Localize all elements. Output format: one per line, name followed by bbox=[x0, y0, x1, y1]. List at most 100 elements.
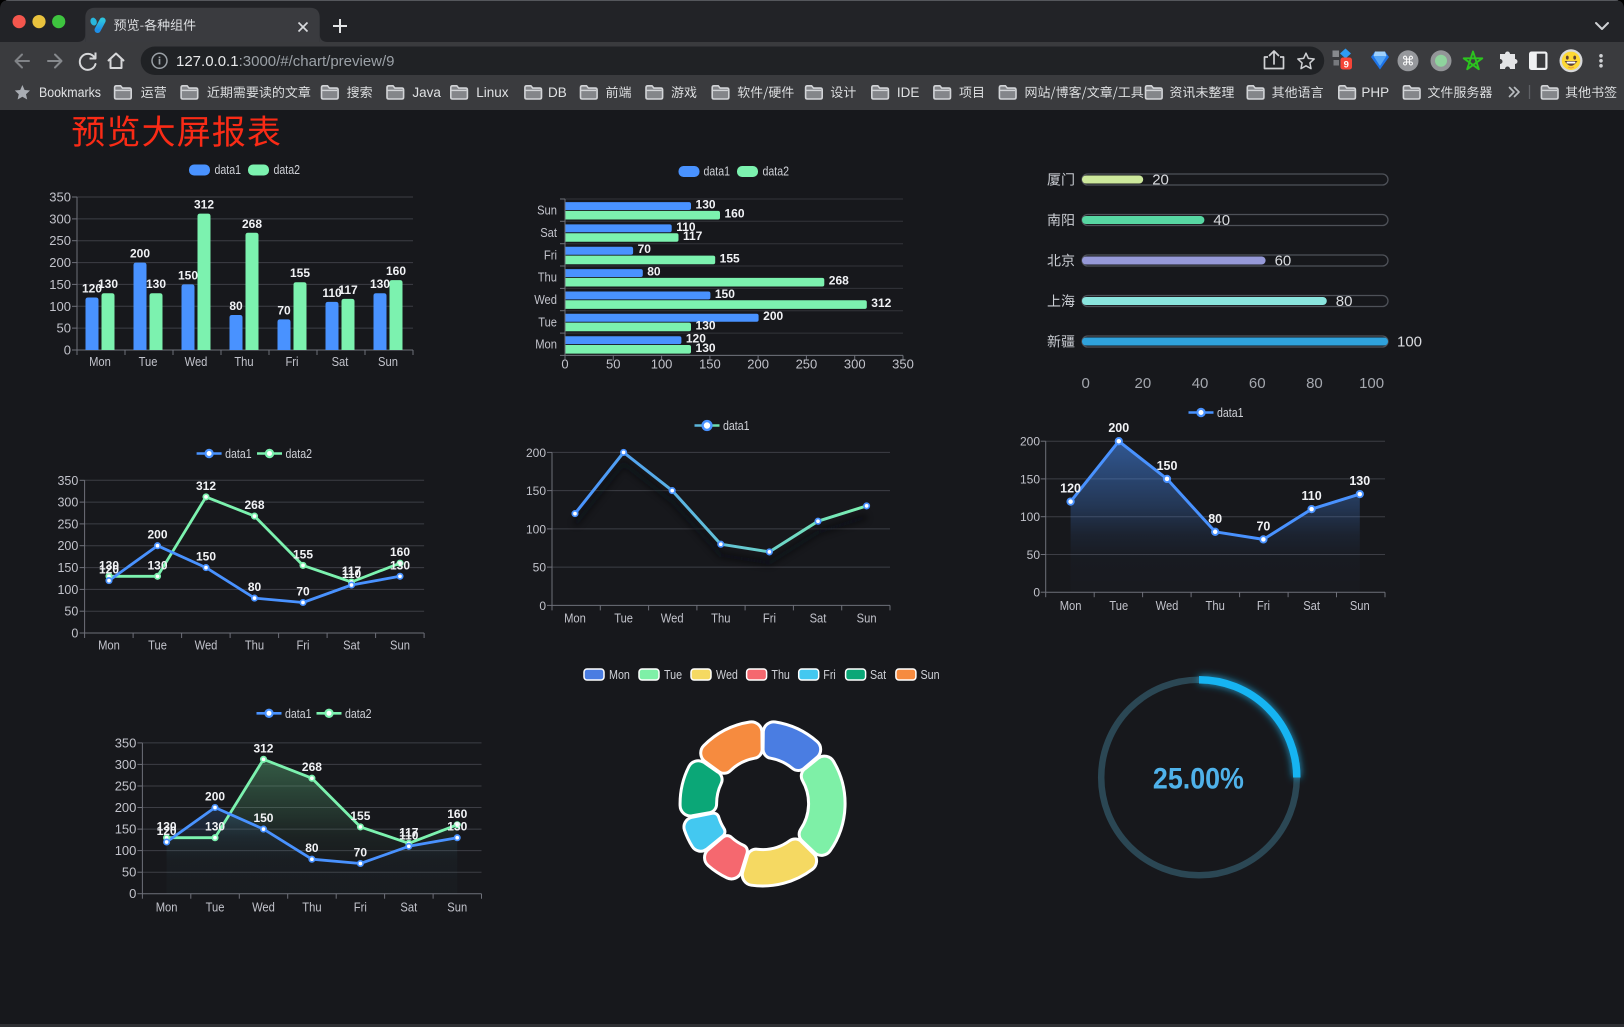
svg-text:350: 350 bbox=[892, 357, 914, 372]
svg-text:130: 130 bbox=[447, 820, 467, 834]
svg-text:Sat: Sat bbox=[343, 638, 360, 653]
svg-text:120: 120 bbox=[1060, 482, 1081, 496]
svg-text:Wed: Wed bbox=[252, 900, 275, 915]
svg-text:⌘: ⌘ bbox=[1402, 53, 1415, 68]
svg-text:117: 117 bbox=[342, 564, 362, 578]
svg-text:Sun: Sun bbox=[1350, 598, 1370, 613]
svg-text:data1: data1 bbox=[1217, 406, 1244, 420]
svg-text:268: 268 bbox=[244, 498, 264, 512]
svg-text:Tue: Tue bbox=[139, 354, 158, 369]
svg-text:data2: data2 bbox=[763, 165, 790, 179]
svg-text:130: 130 bbox=[696, 198, 716, 212]
svg-text:300: 300 bbox=[57, 496, 78, 510]
svg-text:160: 160 bbox=[447, 807, 467, 821]
svg-text:80: 80 bbox=[248, 580, 262, 594]
svg-text:25.00%: 25.00% bbox=[1153, 762, 1244, 795]
svg-text:data2: data2 bbox=[274, 163, 301, 177]
svg-text:Mon: Mon bbox=[156, 900, 178, 915]
svg-text:200: 200 bbox=[205, 790, 225, 804]
svg-text:70: 70 bbox=[354, 846, 368, 860]
svg-text:155: 155 bbox=[720, 251, 740, 265]
svg-text:350: 350 bbox=[49, 190, 71, 205]
svg-text:0: 0 bbox=[1033, 586, 1040, 600]
svg-text:250: 250 bbox=[796, 357, 818, 372]
svg-text:0: 0 bbox=[129, 886, 136, 901]
svg-text:80: 80 bbox=[1208, 512, 1222, 526]
svg-text:Thu: Thu bbox=[711, 611, 730, 626]
svg-text:80: 80 bbox=[229, 299, 243, 313]
svg-text:Thu: Thu bbox=[245, 638, 264, 653]
svg-text:Linux: Linux bbox=[476, 85, 509, 100]
svg-text:312: 312 bbox=[194, 198, 214, 212]
svg-text:70: 70 bbox=[638, 242, 652, 256]
svg-text:70: 70 bbox=[296, 584, 310, 598]
svg-text:268: 268 bbox=[302, 760, 322, 774]
svg-text:Thu: Thu bbox=[1206, 598, 1225, 613]
svg-text:Thu: Thu bbox=[538, 270, 557, 285]
svg-text:200: 200 bbox=[1020, 435, 1040, 449]
svg-text:150: 150 bbox=[49, 277, 71, 292]
svg-text:80: 80 bbox=[305, 841, 319, 855]
svg-text:200: 200 bbox=[49, 255, 71, 270]
svg-text:Fri: Fri bbox=[823, 668, 836, 682]
svg-text:DB: DB bbox=[548, 85, 567, 100]
svg-text:Fri: Fri bbox=[285, 354, 298, 369]
svg-text:130: 130 bbox=[390, 558, 410, 572]
svg-text:130: 130 bbox=[1349, 474, 1370, 488]
svg-text:Wed: Wed bbox=[534, 292, 557, 307]
svg-text:150: 150 bbox=[699, 357, 721, 372]
svg-text:150: 150 bbox=[115, 822, 137, 837]
svg-text:Tue: Tue bbox=[664, 668, 682, 682]
svg-text:Sat: Sat bbox=[810, 611, 827, 626]
svg-text:100: 100 bbox=[1020, 510, 1040, 524]
svg-text:data2: data2 bbox=[345, 707, 372, 721]
svg-text:268: 268 bbox=[829, 274, 849, 288]
svg-text:150: 150 bbox=[1157, 459, 1178, 473]
svg-text:Fri: Fri bbox=[544, 247, 557, 262]
svg-text:117: 117 bbox=[399, 825, 419, 839]
svg-text:Mon: Mon bbox=[609, 668, 630, 682]
svg-text:100: 100 bbox=[57, 583, 78, 597]
svg-text:50: 50 bbox=[533, 561, 547, 575]
svg-text:Sun: Sun bbox=[857, 611, 877, 626]
svg-text:Tue: Tue bbox=[538, 314, 557, 329]
svg-text:40: 40 bbox=[1192, 375, 1209, 392]
svg-text:127.0.0.1: 127.0.0.1 bbox=[176, 53, 239, 70]
svg-text:9: 9 bbox=[1344, 59, 1349, 70]
svg-text:300: 300 bbox=[49, 211, 71, 226]
svg-text:150: 150 bbox=[715, 287, 735, 301]
svg-text:200: 200 bbox=[147, 528, 167, 542]
svg-text:200: 200 bbox=[57, 539, 78, 553]
svg-text:Fri: Fri bbox=[354, 900, 367, 915]
svg-text:200: 200 bbox=[526, 446, 546, 460]
svg-text:350: 350 bbox=[115, 735, 137, 750]
svg-text:IDE: IDE bbox=[897, 85, 920, 100]
svg-text:80: 80 bbox=[1306, 375, 1323, 392]
svg-text:Java: Java bbox=[412, 85, 441, 100]
svg-text:100: 100 bbox=[1397, 334, 1422, 351]
svg-text:Wed: Wed bbox=[195, 638, 218, 653]
svg-text:110: 110 bbox=[399, 828, 419, 842]
svg-text:155: 155 bbox=[293, 547, 313, 561]
svg-text::3000/#/chart/preview/9: :3000/#/chart/preview/9 bbox=[239, 53, 395, 70]
svg-text:60: 60 bbox=[1249, 375, 1266, 392]
svg-text:Mon: Mon bbox=[535, 337, 557, 352]
svg-text:110: 110 bbox=[1302, 489, 1322, 503]
svg-text:200: 200 bbox=[1108, 421, 1129, 435]
svg-text:20: 20 bbox=[1152, 172, 1169, 189]
svg-text:312: 312 bbox=[871, 296, 891, 310]
svg-text:130: 130 bbox=[146, 277, 166, 291]
svg-text:130: 130 bbox=[99, 558, 119, 572]
svg-text:200: 200 bbox=[115, 800, 137, 815]
svg-text:130: 130 bbox=[157, 820, 177, 834]
svg-text:Wed: Wed bbox=[1156, 598, 1179, 613]
svg-text:data2: data2 bbox=[286, 447, 313, 461]
svg-text:Sat: Sat bbox=[400, 900, 417, 915]
svg-text:0: 0 bbox=[561, 357, 568, 372]
svg-text:Mon: Mon bbox=[1060, 598, 1082, 613]
svg-text:120: 120 bbox=[82, 282, 102, 296]
svg-text:PHP: PHP bbox=[1361, 85, 1389, 100]
svg-text:Sun: Sun bbox=[378, 354, 398, 369]
svg-text:0: 0 bbox=[64, 343, 71, 358]
svg-text:Wed: Wed bbox=[185, 354, 208, 369]
